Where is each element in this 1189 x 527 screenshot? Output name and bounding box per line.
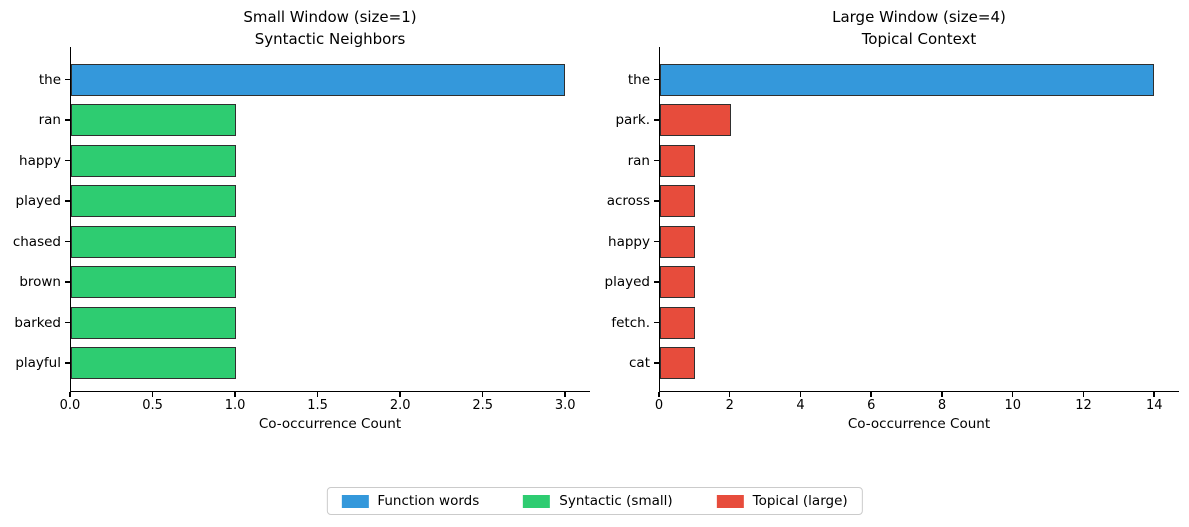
x-tick-label: 3.0	[554, 398, 576, 413]
legend-swatch-topical-large	[716, 494, 744, 508]
x-tick-label: 2	[725, 398, 734, 413]
x-tick-label: 2.5	[472, 398, 494, 413]
y-tick	[65, 159, 70, 162]
x-tick	[941, 392, 943, 397]
y-tick	[65, 119, 70, 121]
y-tick	[654, 159, 659, 162]
x-axis-label: Co-occurrence Count	[258, 416, 402, 432]
y-tick-label-fetch: fetch.	[611, 314, 650, 331]
x-tick	[151, 392, 154, 397]
y-tick-label-barked: barked	[14, 314, 61, 331]
bar-the	[71, 63, 566, 96]
x-tick	[799, 392, 802, 397]
legend-swatch-syntactic-small	[523, 494, 551, 508]
bar-played	[71, 185, 236, 217]
y-tick-label-across: across	[606, 193, 650, 209]
x-tick	[658, 392, 660, 397]
y-tick-label-chased: chased	[12, 233, 61, 250]
x-tick	[399, 392, 401, 397]
y-tick	[65, 281, 70, 283]
y-tick-label-playful: playful	[15, 355, 61, 371]
x-tick-label: 0.5	[142, 398, 163, 413]
x-tick-label: 12	[1075, 398, 1092, 413]
x-tick-label: 14	[1145, 398, 1163, 413]
bar-across	[660, 185, 696, 217]
y-tick	[65, 240, 70, 243]
chart-title-line2: Topical Context	[861, 29, 977, 48]
legend-label-topical-large: Topical (large)	[752, 493, 848, 509]
y-tick-label-ran: ran	[38, 112, 61, 128]
y-tick-label-brown: brown	[19, 274, 61, 290]
bar-ran	[660, 144, 696, 177]
bar-chased	[71, 225, 236, 258]
y-tick-label-played: played	[15, 193, 61, 209]
y-tick-label-ran: ran	[627, 152, 650, 169]
legend-swatch-function-words	[341, 494, 369, 508]
x-tick-label: 6	[867, 398, 876, 413]
bar-the	[660, 63, 1155, 96]
y-tick	[654, 240, 659, 243]
bar-barked	[71, 306, 236, 339]
x-tick	[316, 392, 319, 397]
chart-title-line2: Syntactic Neighbors	[254, 29, 406, 48]
bar-playful	[71, 347, 236, 379]
x-tick	[1011, 392, 1014, 397]
legend-item-function-words: Function words	[341, 493, 479, 509]
x-tick	[564, 392, 566, 397]
bar-fetch	[660, 306, 696, 339]
y-tick	[65, 78, 70, 81]
legend: Function words Syntactic (small) Topical (…	[326, 487, 863, 515]
y-tick	[654, 321, 659, 324]
chart-title-large-window: Large Window (size=4) Topical Context	[659, 7, 1179, 51]
y-tick	[654, 362, 659, 364]
x-tick-label: 4	[796, 398, 805, 413]
x-axis-label: Co-occurrence Count	[847, 416, 991, 432]
y-tick	[65, 321, 70, 324]
y-tick	[654, 200, 659, 202]
y-tick-label-cat: cat	[629, 355, 650, 371]
bar-cat	[660, 347, 696, 379]
x-tick-label: 8	[937, 398, 947, 413]
y-tick	[654, 281, 659, 283]
bar-ran	[71, 104, 236, 136]
y-tick-label-the: the	[627, 71, 650, 88]
legend-item-topical-large: Topical (large)	[716, 493, 848, 509]
x-tick	[481, 392, 484, 397]
x-tick	[69, 392, 71, 397]
y-tick-label-park: park.	[615, 112, 650, 128]
y-tick	[65, 362, 70, 364]
y-tick-label-happy: happy	[19, 152, 61, 169]
x-tick-label: 0	[654, 398, 664, 413]
y-tick-label-the: the	[38, 71, 61, 88]
chart-title-line1: Large Window (size=4)	[832, 8, 1006, 26]
x-tick	[1082, 392, 1085, 397]
x-tick-label: 1.0	[224, 398, 246, 413]
chart-title-small-window: Small Window (size=1) Syntactic Neighbor…	[70, 7, 590, 51]
y-tick	[65, 200, 70, 202]
x-tick-label: 0.0	[59, 398, 81, 413]
y-tick	[654, 78, 659, 81]
x-tick	[234, 392, 236, 397]
bar-happy	[660, 225, 696, 258]
bar-happy	[71, 144, 236, 177]
plot-area-large-window	[659, 47, 1179, 392]
x-tick	[1153, 392, 1155, 397]
legend-label-syntactic-small: Syntactic (small)	[559, 493, 673, 509]
x-tick-label: 1.5	[307, 398, 328, 413]
bar-played	[660, 266, 696, 298]
x-tick-label: 2.0	[389, 398, 411, 413]
legend-label-function-words: Function words	[377, 493, 480, 509]
y-tick-label-happy: happy	[608, 233, 650, 250]
y-tick	[654, 119, 659, 121]
bar-brown	[71, 266, 236, 298]
y-tick-label-played: played	[604, 274, 650, 290]
x-tick	[870, 392, 872, 397]
x-tick	[728, 392, 731, 397]
legend-item-syntactic-small: Syntactic (small)	[523, 493, 673, 509]
plot-area-small-window	[70, 47, 590, 392]
chart-title-line1: Small Window (size=1)	[243, 8, 417, 26]
bar-park	[660, 104, 731, 136]
x-tick-label: 10	[1004, 398, 1021, 413]
